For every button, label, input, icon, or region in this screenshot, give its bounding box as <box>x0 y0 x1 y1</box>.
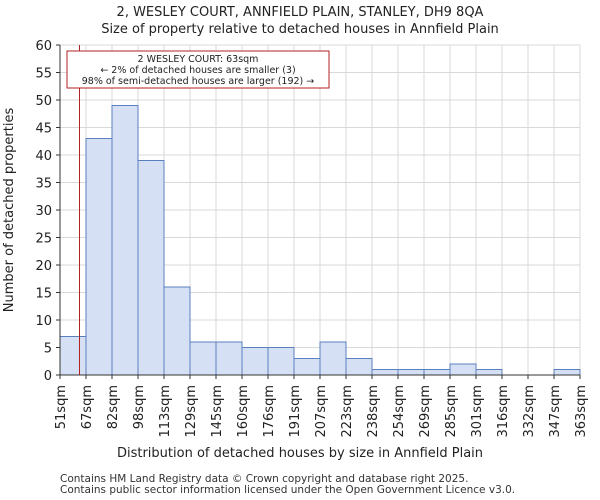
histogram-bar <box>215 341 243 376</box>
y-tick-label: 60 <box>35 39 52 54</box>
y-tick-label: 10 <box>35 314 52 329</box>
histogram-bar <box>163 286 191 376</box>
histogram-bar <box>449 363 477 376</box>
x-tick-label: 67sqm <box>80 385 95 429</box>
y-tick-label: 0 <box>44 369 52 384</box>
annotation-larger: 98% of semi-detached houses are larger (… <box>82 76 315 87</box>
x-tick-label: 82sqm <box>106 385 121 429</box>
annotation-box: 2 WESLEY COURT: 63sqm ← 2% of detached h… <box>66 50 330 89</box>
y-tick-label: 55 <box>35 67 52 82</box>
histogram-bar <box>475 369 503 376</box>
x-tick-label: 254sqm <box>392 385 407 438</box>
histogram-bar <box>137 160 165 376</box>
annotation-border <box>66 50 330 89</box>
chart-subtitle: Size of property relative to detached ho… <box>101 22 499 37</box>
histogram-bar <box>397 369 425 376</box>
y-tick-label: 30 <box>35 204 52 219</box>
x-axis-label: Distribution of detached houses by size … <box>117 446 483 461</box>
x-tick-label: 207sqm <box>314 385 329 438</box>
histogram-bar <box>553 369 581 376</box>
x-tick-label: 176sqm <box>262 385 277 438</box>
x-tick-label: 129sqm <box>184 385 199 438</box>
y-axis-label: Number of detached properties <box>2 108 17 313</box>
x-tick-label: 51sqm <box>54 385 69 429</box>
histogram-bar <box>371 369 399 376</box>
histogram-bar <box>319 341 347 376</box>
y-tick-label: 35 <box>35 177 52 192</box>
chart-title: 2, WESLEY COURT, ANNFIELD PLAIN, STANLEY… <box>117 5 484 20</box>
y-tick-label: 45 <box>35 122 52 137</box>
histogram-bar <box>267 347 295 376</box>
bars <box>59 105 581 376</box>
histogram-bar <box>345 358 373 376</box>
x-tick-label: 363sqm <box>574 385 589 438</box>
x-tick-labels: 51sqm 67sqm 82sqm 98sqm 113sqm 129sqm 145sqm 16… <box>54 375 589 438</box>
x-tick-label: 238sqm <box>366 385 381 438</box>
y-tick-label: 25 <box>35 232 52 247</box>
x-tick-label: 316sqm <box>496 385 511 438</box>
x-tick-label: 269sqm <box>418 385 433 438</box>
y-tick-label: 50 <box>35 94 52 109</box>
y-tick-label: 15 <box>35 287 52 302</box>
y-tick-label: 5 <box>44 342 52 357</box>
histogram-bar <box>241 347 269 376</box>
x-tick-label: 160sqm <box>236 385 251 438</box>
x-tick-label: 347sqm <box>548 385 563 438</box>
x-tick-label: 332sqm <box>522 385 537 438</box>
y-tick-labels: 0 5 10 15 20 25 30 35 40 45 50 55 60 <box>35 39 60 384</box>
x-tick-label: 191sqm <box>288 385 303 438</box>
histogram-bar <box>189 341 217 376</box>
annotation-smaller: ← 2% of detached houses are smaller (3) <box>100 65 295 76</box>
histogram-bar <box>85 138 113 376</box>
x-tick-label: 301sqm <box>470 385 485 438</box>
x-tick-label: 113sqm <box>158 385 173 438</box>
histogram-bar <box>59 336 87 376</box>
x-tick-label: 145sqm <box>210 385 225 438</box>
x-tick-label: 223sqm <box>340 385 355 438</box>
footer-copyright: Contains HM Land Registry data © Crown c… <box>60 473 468 485</box>
annotation-title: 2 WESLEY COURT: 63sqm <box>138 54 259 65</box>
footer-licence: Contains public sector information licen… <box>60 484 515 496</box>
histogram-bar <box>293 358 321 376</box>
histogram-bar <box>111 105 139 376</box>
y-tick-label: 20 <box>35 259 52 274</box>
y-tick-label: 40 <box>35 149 52 164</box>
histogram-bar <box>423 369 451 376</box>
x-tick-label: 285sqm <box>444 385 459 438</box>
x-tick-label: 98sqm <box>132 385 147 429</box>
